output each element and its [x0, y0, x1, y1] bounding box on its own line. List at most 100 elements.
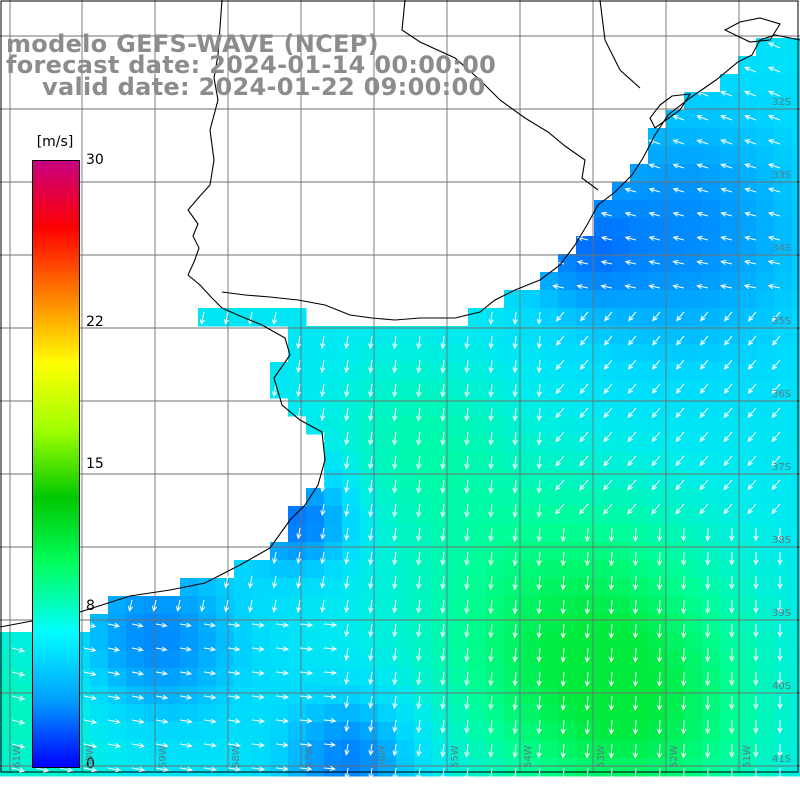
- wind-speed-cell: [270, 704, 289, 723]
- wind-arrow: [464, 527, 470, 542]
- wind-arrow: [107, 622, 121, 628]
- wind-speed-cell: [720, 290, 739, 309]
- wind-arrow: [368, 599, 374, 614]
- wind-speed-cell: [324, 344, 343, 363]
- wind-speed-cell: [504, 506, 523, 525]
- wind-speed-cell: [468, 758, 487, 777]
- wind-arrow: [753, 743, 759, 758]
- wind-arrow: [320, 359, 326, 374]
- coastline-segment: [599, 0, 641, 89]
- wind-speed-cell: [396, 668, 415, 687]
- wind-speed-cell: [522, 632, 541, 651]
- wind-arrow: [199, 311, 205, 325]
- wind-speed-cell: [756, 290, 775, 309]
- wind-arrow: [392, 407, 398, 422]
- wind-arrow: [155, 694, 169, 700]
- wind-speed-cell: [738, 596, 757, 615]
- wind-arrow: [681, 527, 687, 542]
- wind-speed-cell: [342, 632, 361, 651]
- wind-arrow: [344, 335, 350, 350]
- wind-speed-cell: [450, 326, 469, 345]
- wind-speed-cell: [18, 740, 37, 759]
- wind-speed-cell: [360, 578, 379, 597]
- wind-speed-cell: [522, 668, 541, 687]
- wind-speed-cell: [792, 740, 800, 759]
- wind-speed-cell: [450, 668, 469, 687]
- wind-arrow: [203, 670, 217, 676]
- wind-speed-cell: [612, 614, 631, 633]
- wind-speed-cell: [90, 722, 109, 741]
- wind-arrow: [777, 527, 783, 542]
- wind-arrow: [627, 455, 637, 467]
- wind-speed-cell: [342, 488, 361, 507]
- wind-arrow: [579, 407, 589, 419]
- wind-speed-cell: [720, 524, 739, 543]
- wind-speed-cell: [630, 596, 649, 615]
- wind-arrow: [131, 646, 144, 652]
- wind-speed-cell: [432, 578, 451, 597]
- wind-arrow: [392, 335, 398, 350]
- wind-speed-cell: [252, 704, 271, 723]
- wind-speed-cell: [630, 380, 649, 399]
- wind-arrow: [416, 503, 422, 518]
- wind-arrow: [608, 647, 615, 663]
- wind-speed-cell: [648, 686, 667, 705]
- wind-speed-cell: [630, 254, 649, 273]
- wind-speed-cell: [378, 416, 397, 435]
- wind-arrow: [536, 743, 542, 759]
- wind-speed-cell: [774, 290, 793, 309]
- wind-arrow: [536, 503, 542, 518]
- wind-speed-cell: [792, 56, 800, 75]
- wind-speed-cell: [288, 326, 307, 345]
- wind-arrow: [440, 695, 446, 710]
- wind-arrow: [624, 260, 637, 266]
- wind-arrow: [392, 527, 398, 542]
- wind-speed-cell: [252, 596, 271, 615]
- wind-speed-cell: [288, 632, 307, 651]
- wind-speed-cell: [774, 200, 793, 219]
- wind-speed-cell: [432, 434, 451, 453]
- wind-speed-cell: [630, 578, 649, 597]
- wind-arrow: [699, 335, 709, 346]
- wind-arrow: [107, 743, 122, 749]
- wind-speed-cell: [756, 704, 775, 723]
- wind-speed-cell: [576, 398, 595, 417]
- wind-arrow: [720, 163, 733, 169]
- wind-speed-cell: [558, 416, 577, 435]
- wind-speed-cell: [720, 722, 739, 741]
- wind-arrow: [488, 359, 494, 374]
- wind-speed-cell: [594, 362, 613, 381]
- wind-arrow: [155, 766, 170, 772]
- wind-arrow: [320, 407, 326, 422]
- wind-speed-cell: [432, 722, 451, 741]
- wind-arrow: [323, 717, 337, 724]
- wind-speed-cell: [216, 722, 235, 741]
- longitude-label: 59W: [158, 745, 169, 768]
- wind-speed-cell: [702, 506, 721, 525]
- wind-speed-cell: [216, 668, 235, 687]
- wind-speed-cell: [792, 164, 800, 183]
- wind-speed-cell: [18, 650, 37, 669]
- wind-speed-cell: [792, 182, 800, 201]
- longitude-label: 61W: [12, 745, 23, 768]
- wind-arrow: [648, 260, 661, 266]
- wind-arrow: [648, 211, 661, 217]
- wind-speed-cell: [378, 704, 397, 723]
- wind-arrow: [440, 527, 446, 542]
- wind-speed-cell: [126, 686, 145, 705]
- wind-arrow: [320, 479, 326, 493]
- wind-arrow: [729, 695, 735, 711]
- wind-arrow: [608, 575, 615, 591]
- wind-arrow: [368, 383, 374, 398]
- wind-speed-cell: [414, 488, 433, 507]
- wind-arrow: [251, 694, 265, 700]
- wind-arrow: [729, 671, 735, 687]
- wind-speed-cell: [594, 470, 613, 489]
- wind-speed-cell: [288, 542, 307, 561]
- wind-speed-cell: [612, 506, 631, 525]
- wind-speed-cell: [216, 596, 235, 615]
- wind-arrow: [275, 622, 290, 628]
- wind-speed-cell: [252, 686, 271, 705]
- wind-arrow: [651, 359, 661, 370]
- wind-speed-cell: [738, 470, 757, 489]
